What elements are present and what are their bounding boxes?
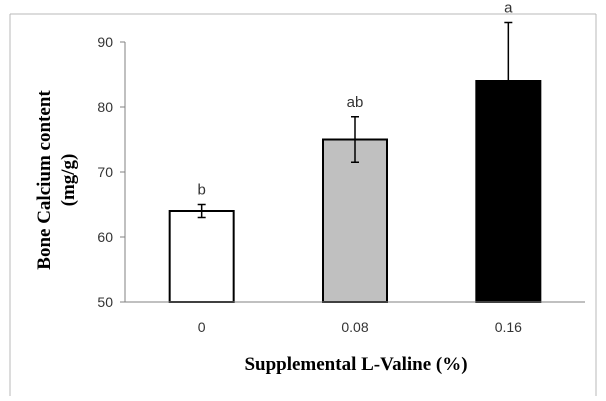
y-axis-title-line-1: Bone Calcium content [34,90,55,270]
y-axis-title: Bone Calcium content (mg/g) [34,90,79,270]
significance-label: b [197,182,205,199]
x-axis-title: Supplemental L-Valine (%) [244,354,467,375]
x-tick-label: 0.16 [495,319,522,335]
x-tick-label: 0 [198,319,206,335]
significance-label: ab [347,94,364,111]
bars-group [168,80,542,303]
y-tick-label: 70 [97,164,113,180]
y-tick-label: 90 [97,34,113,50]
y-tick-label: 80 [97,99,113,115]
error-bars-group [197,21,513,219]
bar [322,138,388,303]
y-tick-label: 60 [97,229,113,245]
x-tick-label: 0.08 [341,319,368,335]
axes-group [120,41,585,303]
y-tick-label: 50 [97,294,113,310]
labels-group: 50 60 70 80 90 b 0 ab 0.08 a 0.16 [97,0,522,335]
significance-label: a [504,0,513,17]
bar [168,210,235,303]
y-axis-title-line-2: (mg/g) [58,154,79,207]
